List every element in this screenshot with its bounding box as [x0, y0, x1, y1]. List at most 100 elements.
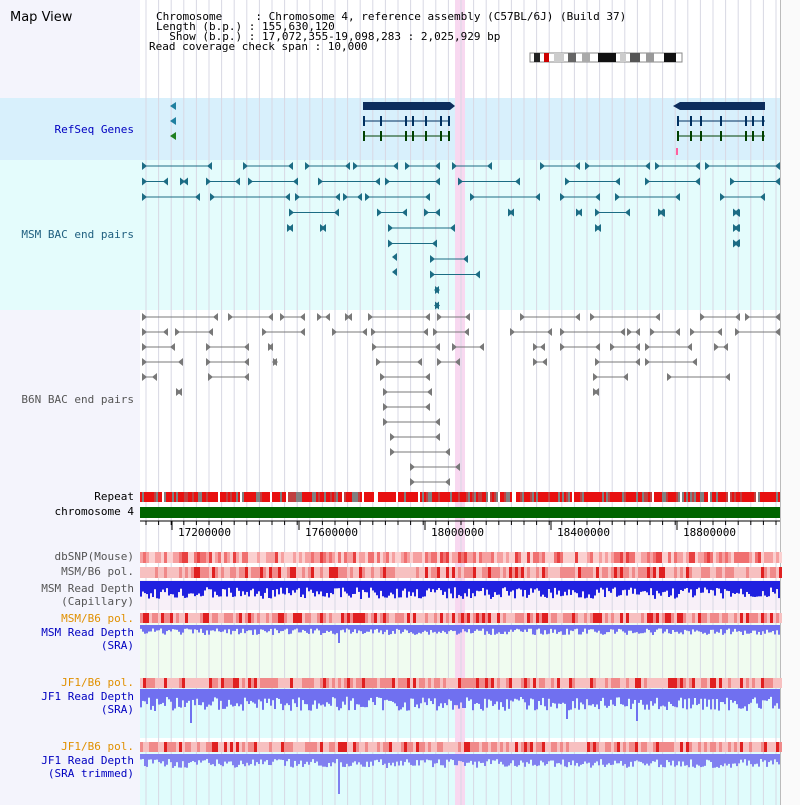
- msm-capillary-depth-bar: [360, 581, 362, 599]
- dbsnp-cell: [161, 552, 164, 563]
- jf1-sra-depth-bar: [410, 689, 412, 699]
- jf1-b6-pol-cell-2: [347, 742, 350, 752]
- msm-b6-pol-cell-2: [245, 613, 248, 623]
- jf1-trim-depth-bar: [148, 754, 150, 760]
- msm-sra-depth-bar: [348, 625, 350, 630]
- jf1-b6-pol-cell: [353, 678, 356, 688]
- msm-capillary-depth-bar: [734, 581, 736, 594]
- msm-b6-pol-label-1[interactable]: MSM/B6 pol.: [61, 565, 134, 578]
- jf1-sra-depth-bar: [580, 689, 582, 703]
- msm-b6-pol-cell: [629, 567, 632, 578]
- repeat-segment: [422, 492, 424, 502]
- msm-b6-pol-cell: [587, 567, 590, 578]
- jf1-sra-depth-bar: [354, 689, 356, 710]
- msm-sra-depth-bar: [268, 625, 270, 632]
- repeat-segment: [704, 492, 706, 502]
- repeat-segment: [668, 492, 670, 502]
- msm-b6-pol-cell: [548, 567, 551, 578]
- msm-b6-pol-cell-2: [668, 613, 671, 623]
- jf1-b6-pol-label-2[interactable]: JF1/B6 pol.: [61, 740, 134, 753]
- jf1-sra-depth-bar: [218, 689, 220, 710]
- dbsnp-label[interactable]: dbSNP(Mouse): [54, 550, 134, 563]
- b6n-bac-end: [178, 358, 183, 366]
- b6n-bac-end: [142, 313, 147, 321]
- dbsnp-cell: [638, 552, 641, 563]
- msm-b6-pol-cell: [554, 567, 557, 578]
- dbsnp-cell: [350, 552, 353, 563]
- dbsnp-cell: [179, 552, 182, 563]
- jf1-b6-pol-cell: [299, 678, 302, 688]
- jf1-b6-pol-cell-2: [380, 742, 383, 752]
- jf1-b6-pol-cell-2: [275, 742, 278, 752]
- repeat-segment: [206, 492, 208, 502]
- jf1-sra-depth-bar: [684, 689, 686, 700]
- dbsnp-cell: [392, 552, 395, 563]
- msm-capillary-depth-bar: [758, 581, 760, 597]
- msm-b6-pol-cell: [692, 567, 695, 578]
- jf1-sra-depth-bar: [428, 689, 430, 699]
- jf1-sra-depth-bar: [522, 689, 524, 700]
- exon: [762, 131, 764, 141]
- msm-capillary-depth-bar: [684, 581, 686, 589]
- jf1-trim-depth-bar: [758, 754, 760, 767]
- b6n-bac-label[interactable]: B6N BAC end pairs: [21, 393, 134, 406]
- repeat-segment: [158, 492, 160, 502]
- msm-b6-pol-cell-2: [260, 613, 263, 623]
- jf1-sra-depth-bar: [506, 689, 508, 700]
- b6n-bac-end: [300, 328, 305, 336]
- msm-b6-pol-cell: [248, 567, 251, 578]
- msm-sra-depth-bar: [582, 625, 584, 632]
- msm-b6-pol-cell-2: [353, 613, 356, 623]
- jf1-sra-depth-bar: [578, 689, 580, 710]
- msm-b6-pol-cell-2: [155, 613, 158, 623]
- jf1-sra-depth-bar: [612, 689, 614, 705]
- msm-b6-pol-cell: [533, 567, 536, 578]
- jf1-trim-depth-bar: [660, 754, 662, 765]
- jf1-depth-sra-label[interactable]: JF1 Read Depth: [41, 690, 134, 703]
- msm-sra-depth-bar: [674, 625, 676, 633]
- msm-b6-pol-cell-2: [452, 613, 455, 623]
- chromosome-ideogram[interactable]: [526, 52, 688, 64]
- dbsnp-cell: [287, 552, 290, 563]
- msm-depth-sra-label[interactable]: MSM Read Depth: [41, 626, 134, 639]
- refseq-genes-label[interactable]: RefSeq Genes: [54, 123, 134, 136]
- jf1-depth-trim-label[interactable]: JF1 Read Depth: [41, 754, 134, 767]
- msm-bac-label[interactable]: MSM BAC end pairs: [21, 228, 134, 241]
- b6n-bac-end: [372, 343, 377, 351]
- msm-b6-pol-cell: [443, 567, 446, 578]
- dbsnp-cell: [632, 552, 635, 563]
- msm-bac-end: [565, 177, 570, 186]
- jf1-sra-depth-bar: [632, 689, 634, 704]
- msm-b6-pol-label-2[interactable]: MSM/B6 pol.: [61, 612, 134, 625]
- msm-depth-capillary-label[interactable]: MSM Read Depth: [41, 582, 134, 595]
- jf1-trim-depth-bar: [628, 754, 630, 767]
- exon: [425, 131, 427, 141]
- msm-capillary-depth-bar: [544, 581, 546, 597]
- msm-b6-pol-cell: [422, 567, 425, 578]
- dbsnp-cell: [305, 552, 308, 563]
- exon: [448, 131, 450, 141]
- jf1-trim-depth-bar: [428, 754, 430, 761]
- msm-sra-depth-bar: [400, 625, 402, 634]
- dbsnp-cell: [722, 552, 725, 563]
- repeat-segment: [662, 492, 664, 502]
- repeat-segment: [360, 492, 362, 502]
- msm-b6-pol-cell: [179, 567, 182, 578]
- dbsnp-cell: [542, 552, 545, 563]
- dbsnp-cell: [197, 552, 200, 563]
- repeat-segment: [612, 492, 614, 502]
- jf1-trim-depth-bar: [576, 754, 578, 764]
- msm-b6-pol-cell-2: [449, 613, 452, 623]
- jf1-b6-pol-cell-2: [146, 742, 149, 752]
- msm-b6-pol-cell-2: [206, 613, 209, 623]
- msm-capillary-depth-bar: [520, 581, 522, 590]
- jf1-b6-pol-label-1[interactable]: JF1/B6 pol.: [61, 676, 134, 689]
- jf1-sra-depth-bar: [670, 689, 672, 704]
- repeat-segment: [580, 492, 582, 502]
- b6n-bac-end: [687, 343, 692, 351]
- msm-sra-depth-bar: [216, 625, 218, 629]
- msm-capillary-depth-bar: [434, 581, 436, 593]
- jf1-trim-depth-bar: [376, 754, 378, 760]
